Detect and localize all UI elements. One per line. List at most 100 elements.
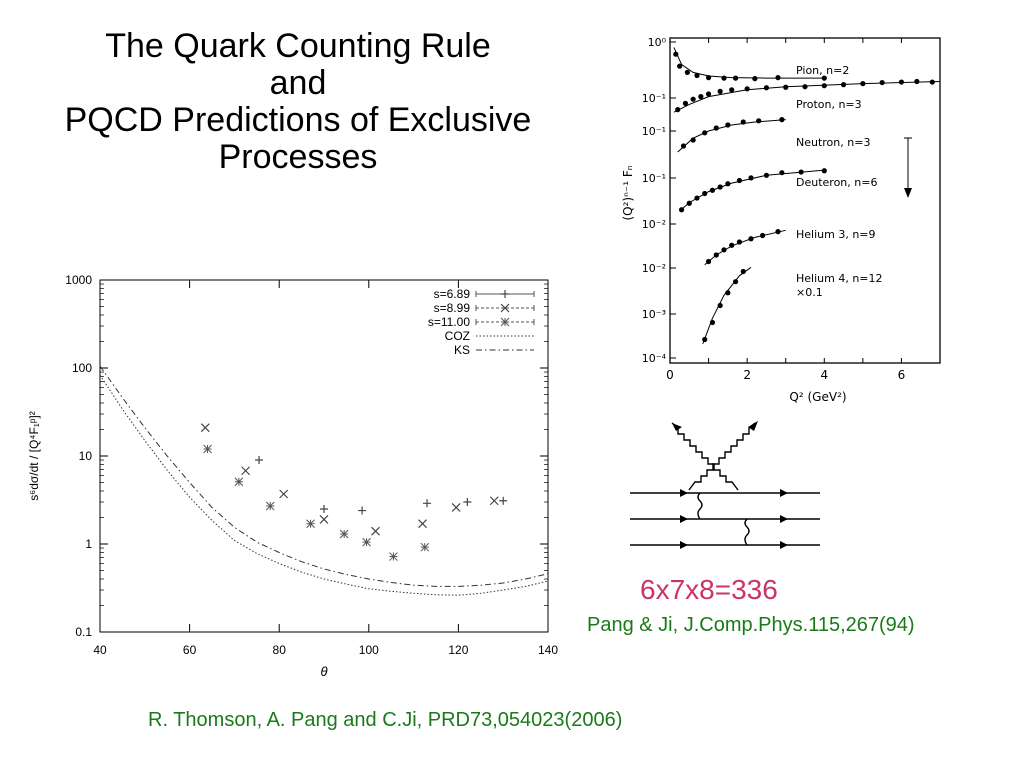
x-tick-label: 140 (538, 643, 558, 657)
y-tick-label: 100 (72, 361, 92, 375)
title-line-4: Processes (218, 138, 378, 176)
series-label: Pion, n=2 (796, 64, 849, 77)
y-tick-label: 10⁻¹ (642, 125, 666, 138)
series-curve (702, 266, 752, 344)
data-point (673, 51, 679, 57)
legend-label: s=11.00 (428, 315, 470, 329)
data-point (702, 190, 708, 197)
data-point (732, 75, 739, 81)
series-label: Proton, n=3 (796, 98, 862, 111)
data-point (686, 200, 692, 206)
x-axis-label: Q² (GeV²) (789, 390, 846, 404)
y-tick-label: 1000 (65, 273, 92, 287)
series-label: Helium 3, n=9 (796, 228, 876, 241)
arrow-photon-out (748, 421, 758, 431)
data-point-plus (423, 499, 432, 508)
data-point (680, 143, 687, 149)
data-point-x (418, 519, 427, 529)
arrow-5 (680, 541, 688, 549)
data-point (759, 232, 766, 239)
data-point-star (203, 444, 212, 454)
y-tick-label: 10⁻⁴ (642, 352, 667, 365)
data-point (694, 195, 700, 201)
photon-line-in (671, 422, 739, 491)
y-tick-label: 10⁻² (642, 262, 666, 275)
data-point (840, 82, 847, 88)
data-point (690, 137, 696, 143)
data-point (802, 84, 808, 90)
data-point (821, 83, 827, 89)
arrow-photon-in (672, 423, 682, 431)
y-axis-label: (Q²)ⁿ⁻¹ Fₙ (621, 165, 635, 220)
y-tick-label: 0.1 (75, 625, 92, 639)
data-point-star (234, 477, 244, 487)
slide-title: The Quark Counting Rule and PQCD Predict… (0, 28, 596, 176)
photon-line-out (688, 422, 756, 491)
x-tick-label: 40 (93, 643, 107, 657)
data-point (705, 75, 712, 81)
plot-frame (669, 37, 941, 364)
series-label: Neutron, n=3 (796, 136, 870, 149)
data-point (713, 125, 719, 131)
data-point-x (500, 303, 510, 313)
data-point (775, 75, 781, 81)
gluon-line-2 (744, 518, 750, 546)
data-point (713, 252, 719, 258)
data-point (678, 207, 685, 213)
data-point (684, 69, 690, 75)
x-tick-label: 80 (273, 643, 287, 657)
data-point (675, 107, 681, 113)
arrow-6 (780, 541, 788, 549)
y-axis-label: s⁶dσ/dt / [Q⁴F₁ᵖ]² (27, 411, 41, 500)
data-point-x (241, 466, 251, 476)
data-point (709, 187, 716, 193)
x-tick-label: 6 (898, 368, 906, 382)
form-factor-scaling-chart: 10⁰ 10⁻¹ 10⁻¹ 10⁻¹ 10⁻² 10⁻² 10⁻³ 10⁻⁴ 0 2 4 6 Q² (G… (621, 36, 941, 404)
x-tick-label: 60 (183, 643, 197, 657)
x-tick-label: 4 (820, 368, 828, 382)
data-point-star (362, 537, 371, 547)
data-point (736, 239, 743, 245)
x-tick-label: 0 (666, 368, 674, 382)
data-point-plus (358, 506, 367, 515)
data-point (702, 130, 708, 136)
data-point (879, 79, 885, 86)
x-tick-label: 2 (743, 368, 751, 382)
data-point (709, 319, 716, 326)
data-point (736, 177, 743, 184)
data-point (725, 181, 731, 187)
data-point-x (279, 489, 289, 499)
data-point (752, 76, 758, 82)
y-tick-label: 1 (85, 537, 92, 551)
data-point (821, 75, 827, 81)
data-point-plus (499, 496, 508, 505)
data-point (721, 247, 727, 253)
data-point-plus (255, 456, 264, 465)
quark-exchange-diagram (630, 421, 820, 549)
legend-label: s=8.99 (434, 301, 471, 315)
series-curve (704, 229, 786, 266)
arrow-4 (780, 515, 788, 523)
data-point-plus (320, 504, 328, 513)
data-point (732, 279, 739, 285)
data-point (729, 242, 735, 248)
data-point-x (319, 515, 329, 524)
data-point (725, 122, 731, 128)
reference-thomson: R. Thomson, A. Pang and C.Ji, PRD73,0540… (148, 709, 623, 731)
data-point (740, 119, 746, 125)
x-axis-label: θ (320, 664, 327, 679)
data-point (694, 72, 700, 79)
data-point (748, 236, 754, 242)
data-point (775, 229, 781, 235)
data-point (929, 79, 935, 85)
data-point-x (489, 496, 499, 506)
title-line-3: PQCD Predictions of Exclusive (64, 101, 532, 139)
data-point-star (389, 552, 398, 561)
series-line-ks (99, 365, 549, 587)
legend-label: s=6.89 (434, 287, 471, 301)
data-point (740, 268, 746, 275)
arrow-1 (680, 489, 688, 497)
data-point (717, 184, 723, 190)
title-line-1: The Quark Counting Rule (105, 27, 491, 65)
series-curve (677, 119, 786, 153)
